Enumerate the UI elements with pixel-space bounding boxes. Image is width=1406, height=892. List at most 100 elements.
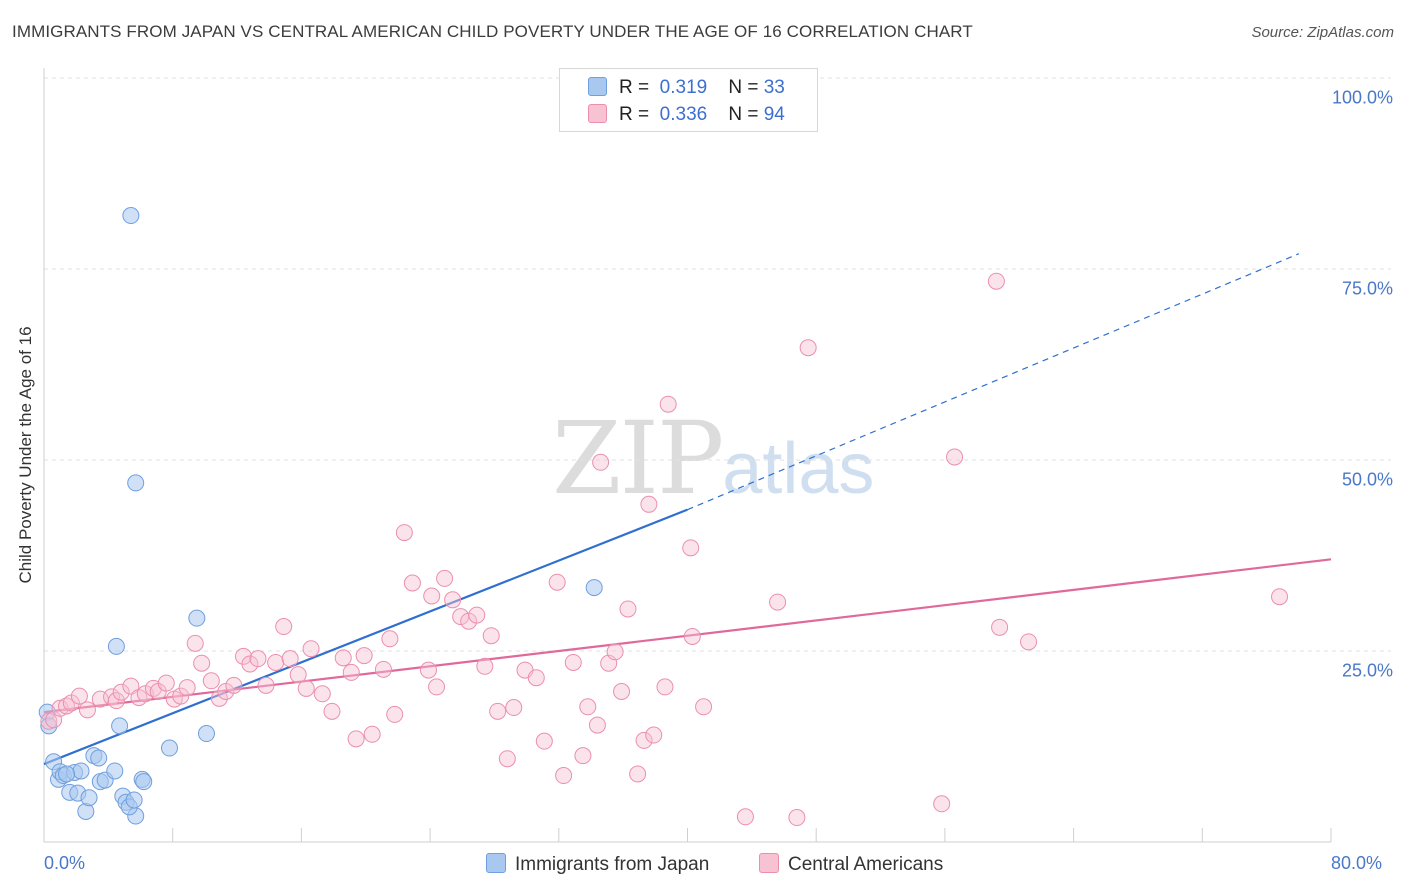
point-central	[313, 685, 331, 703]
x-tick-label-max: 80.0%	[1331, 853, 1383, 873]
point-japan	[106, 762, 124, 780]
legend-r-label: R =	[619, 104, 650, 125]
x-tick-label-min: 0.0%	[44, 853, 86, 873]
point-central	[645, 726, 663, 744]
legend-n-value-central: 94	[763, 104, 785, 125]
y-tick-label: 75.0%	[1341, 278, 1393, 299]
point-central	[374, 660, 392, 678]
point-central	[489, 702, 507, 720]
point-central	[225, 676, 243, 694]
point-central	[172, 687, 190, 705]
watermark-atlas: atlas	[722, 429, 875, 509]
point-central	[403, 574, 421, 592]
y-axis-label: Child Poverty Under the Age of 16	[16, 326, 35, 584]
point-central	[342, 663, 360, 681]
legend-r-value-japan: 0.319	[659, 77, 708, 98]
point-central	[363, 725, 381, 743]
point-central	[1271, 588, 1289, 606]
bottom-legend-swatch-central	[759, 853, 779, 873]
point-japan	[585, 579, 603, 597]
point-central	[281, 650, 299, 668]
point-central	[588, 716, 606, 734]
chart-title: IMMIGRANTS FROM JAPAN VS CENTRAL AMERICA…	[12, 22, 973, 41]
point-central	[70, 687, 88, 705]
point-central	[112, 683, 130, 701]
correlation-legend: R = 0.319 N = 33 R = 0.336 N = 94	[559, 68, 818, 132]
point-japan	[127, 474, 145, 492]
point-japan	[197, 725, 215, 743]
point-central	[769, 593, 787, 611]
point-central	[788, 809, 806, 827]
point-central	[144, 679, 162, 697]
point-japan	[80, 789, 98, 807]
point-central	[987, 272, 1005, 290]
point-central	[606, 643, 624, 661]
point-central	[505, 699, 523, 717]
point-central	[419, 661, 437, 679]
point-central	[275, 618, 293, 636]
point-central	[468, 606, 486, 624]
point-central	[78, 701, 96, 719]
point-japan	[90, 749, 108, 767]
point-central	[629, 765, 647, 783]
bottom-legend-swatch-japan	[486, 853, 506, 873]
trendline-japan	[43, 508, 688, 766]
point-central	[659, 395, 677, 413]
point-japan	[188, 609, 206, 627]
point-central	[946, 448, 964, 466]
watermark-logo: ZIPatlas	[552, 400, 874, 517]
legend-n-value-japan: 33	[763, 77, 785, 98]
point-central	[1020, 633, 1038, 651]
point-central	[656, 678, 674, 696]
point-japan	[160, 739, 178, 757]
point-central	[297, 679, 315, 697]
point-japan	[72, 762, 90, 780]
point-japan	[111, 717, 129, 735]
point-central	[498, 750, 516, 768]
bottom-legend-label-japan: Immigrants from Japan	[515, 854, 710, 875]
point-central	[579, 698, 597, 716]
point-central	[289, 666, 307, 684]
point-central	[267, 653, 285, 671]
point-central	[527, 669, 545, 687]
legend-r-label: R =	[619, 77, 650, 98]
point-central	[186, 634, 204, 652]
trendline-japan-extension	[687, 253, 1300, 511]
point-central	[347, 730, 365, 748]
point-central	[991, 618, 1009, 636]
legend-n-label: N =	[728, 104, 759, 125]
legend-row-central: R = 0.336 N = 94	[588, 104, 785, 126]
point-central	[334, 649, 352, 667]
point-central	[210, 689, 228, 707]
point-central	[482, 627, 500, 645]
y-tick-label: 25.0%	[1341, 660, 1393, 681]
point-japan	[122, 207, 140, 225]
point-central	[107, 692, 125, 710]
point-japan	[135, 773, 153, 791]
point-central	[423, 587, 441, 605]
watermark-zip: ZIP	[552, 400, 724, 517]
bottom-legend-japan: Immigrants from Japan	[486, 853, 709, 876]
point-central	[323, 702, 341, 720]
bottom-legend-central: Central Americans	[759, 853, 943, 876]
point-central	[548, 573, 566, 591]
point-central	[193, 654, 211, 672]
point-central	[476, 657, 494, 675]
legend-swatch-central	[588, 104, 607, 123]
point-central	[619, 600, 637, 618]
point-central	[555, 767, 573, 785]
point-central	[564, 653, 582, 671]
point-central	[444, 591, 462, 609]
point-central	[395, 524, 413, 542]
point-central	[51, 699, 69, 717]
point-central	[933, 795, 951, 813]
point-central	[58, 697, 76, 715]
point-central	[613, 682, 631, 700]
point-japan	[125, 791, 143, 809]
point-central	[682, 539, 700, 557]
source-credit: Source: ZipAtlas.com	[1251, 24, 1394, 41]
point-central	[355, 647, 373, 665]
point-central	[436, 569, 454, 587]
point-central	[302, 640, 320, 658]
point-central	[574, 747, 592, 765]
